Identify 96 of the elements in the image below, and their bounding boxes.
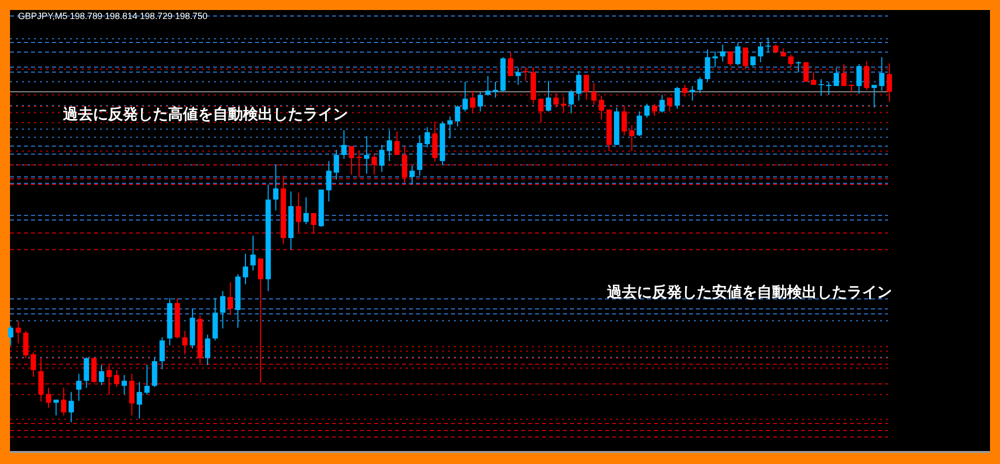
candlestick [576, 70, 582, 102]
candlestick [372, 152, 377, 176]
candlestick [712, 50, 718, 68]
candlestick [160, 336, 165, 370]
candlestick [76, 373, 82, 402]
candlestick [622, 105, 627, 136]
candlestick [492, 81, 498, 98]
candlestick [348, 146, 354, 176]
annotation: 過去に反発した安値を自動検出したライン [606, 283, 892, 301]
candlestick [788, 54, 794, 68]
candlestick [629, 124, 634, 152]
annotation: 過去に反発した高値を自動検出したライン [62, 105, 348, 123]
candlestick [720, 44, 726, 62]
candlestick [508, 52, 514, 77]
candlestick [341, 130, 347, 160]
candlestick [311, 212, 316, 234]
candlestick [841, 64, 847, 87]
candlestick [386, 130, 392, 162]
candlestick [879, 56, 884, 92]
candlestick [697, 76, 703, 94]
candlestick [53, 399, 59, 416]
candlestick [122, 374, 127, 396]
candlestick [379, 144, 384, 172]
candlestick [704, 48, 710, 82]
candlestick [106, 364, 112, 396]
candlestick [553, 92, 559, 108]
candlestick [334, 149, 340, 180]
candlestick [364, 136, 370, 174]
candlestick [652, 103, 658, 116]
candlestick [228, 282, 233, 316]
candlestick [834, 67, 839, 87]
candlestick [523, 66, 528, 82]
candlestick [61, 387, 66, 416]
candlestick [296, 192, 302, 232]
candlestick [735, 42, 740, 66]
candlestick [30, 352, 36, 378]
candlestick [326, 160, 332, 202]
candlestick [546, 80, 552, 112]
candlestick [114, 370, 120, 388]
candlestick [810, 72, 816, 86]
candlestick [584, 74, 589, 100]
candlestick [182, 330, 188, 355]
candlestick [204, 334, 210, 366]
candlestick [538, 98, 544, 124]
candlestick [856, 64, 862, 94]
candlestick [220, 290, 226, 329]
candlestick [872, 84, 877, 108]
candlestick [454, 105, 460, 127]
candlestick [682, 84, 688, 98]
candlestick [742, 47, 748, 70]
candlestick [258, 258, 264, 384]
candlestick [766, 37, 771, 53]
candlestick [690, 86, 696, 102]
candlestick [129, 373, 134, 416]
candlestick [356, 150, 362, 178]
candlestick [636, 110, 642, 137]
candlestick [728, 50, 733, 67]
candlestick [38, 358, 44, 402]
candlestick [23, 330, 28, 359]
candlestick [250, 235, 256, 271]
candlestick [478, 91, 483, 112]
candlestick [560, 96, 566, 114]
candlestick [568, 89, 574, 114]
candlestick [16, 320, 21, 344]
candlestick [273, 164, 278, 211]
candlestick [758, 42, 764, 63]
candlestick [818, 78, 824, 96]
candlestick [796, 60, 802, 73]
candlestick [402, 146, 408, 184]
candlestick [826, 81, 832, 96]
candlestick [394, 130, 400, 156]
candlestick [598, 95, 604, 120]
candlestick [516, 67, 521, 86]
candlestick [864, 60, 870, 90]
candlestick [659, 94, 665, 114]
candlestick [886, 62, 892, 102]
candlestick [470, 90, 476, 114]
candlestick [644, 103, 650, 118]
candlestick [84, 356, 90, 388]
candlestick [46, 387, 52, 408]
chart-title: GBPJPY,M5 198.789 198.814 198.729 198.750 [18, 11, 208, 21]
candlestick [667, 97, 672, 112]
candlestick [485, 76, 491, 96]
candlestick [674, 86, 680, 110]
candlestick [68, 391, 74, 423]
candlestick [303, 196, 309, 225]
candlestick [136, 381, 142, 420]
candlestick [424, 126, 430, 148]
candlestick [91, 356, 97, 384]
candlestick [242, 253, 248, 285]
candlestick [803, 62, 809, 82]
candlestick [591, 82, 597, 106]
candlestick [8, 325, 14, 346]
candlestick [98, 364, 104, 386]
candlestick [409, 165, 415, 186]
candlestick [462, 81, 468, 112]
